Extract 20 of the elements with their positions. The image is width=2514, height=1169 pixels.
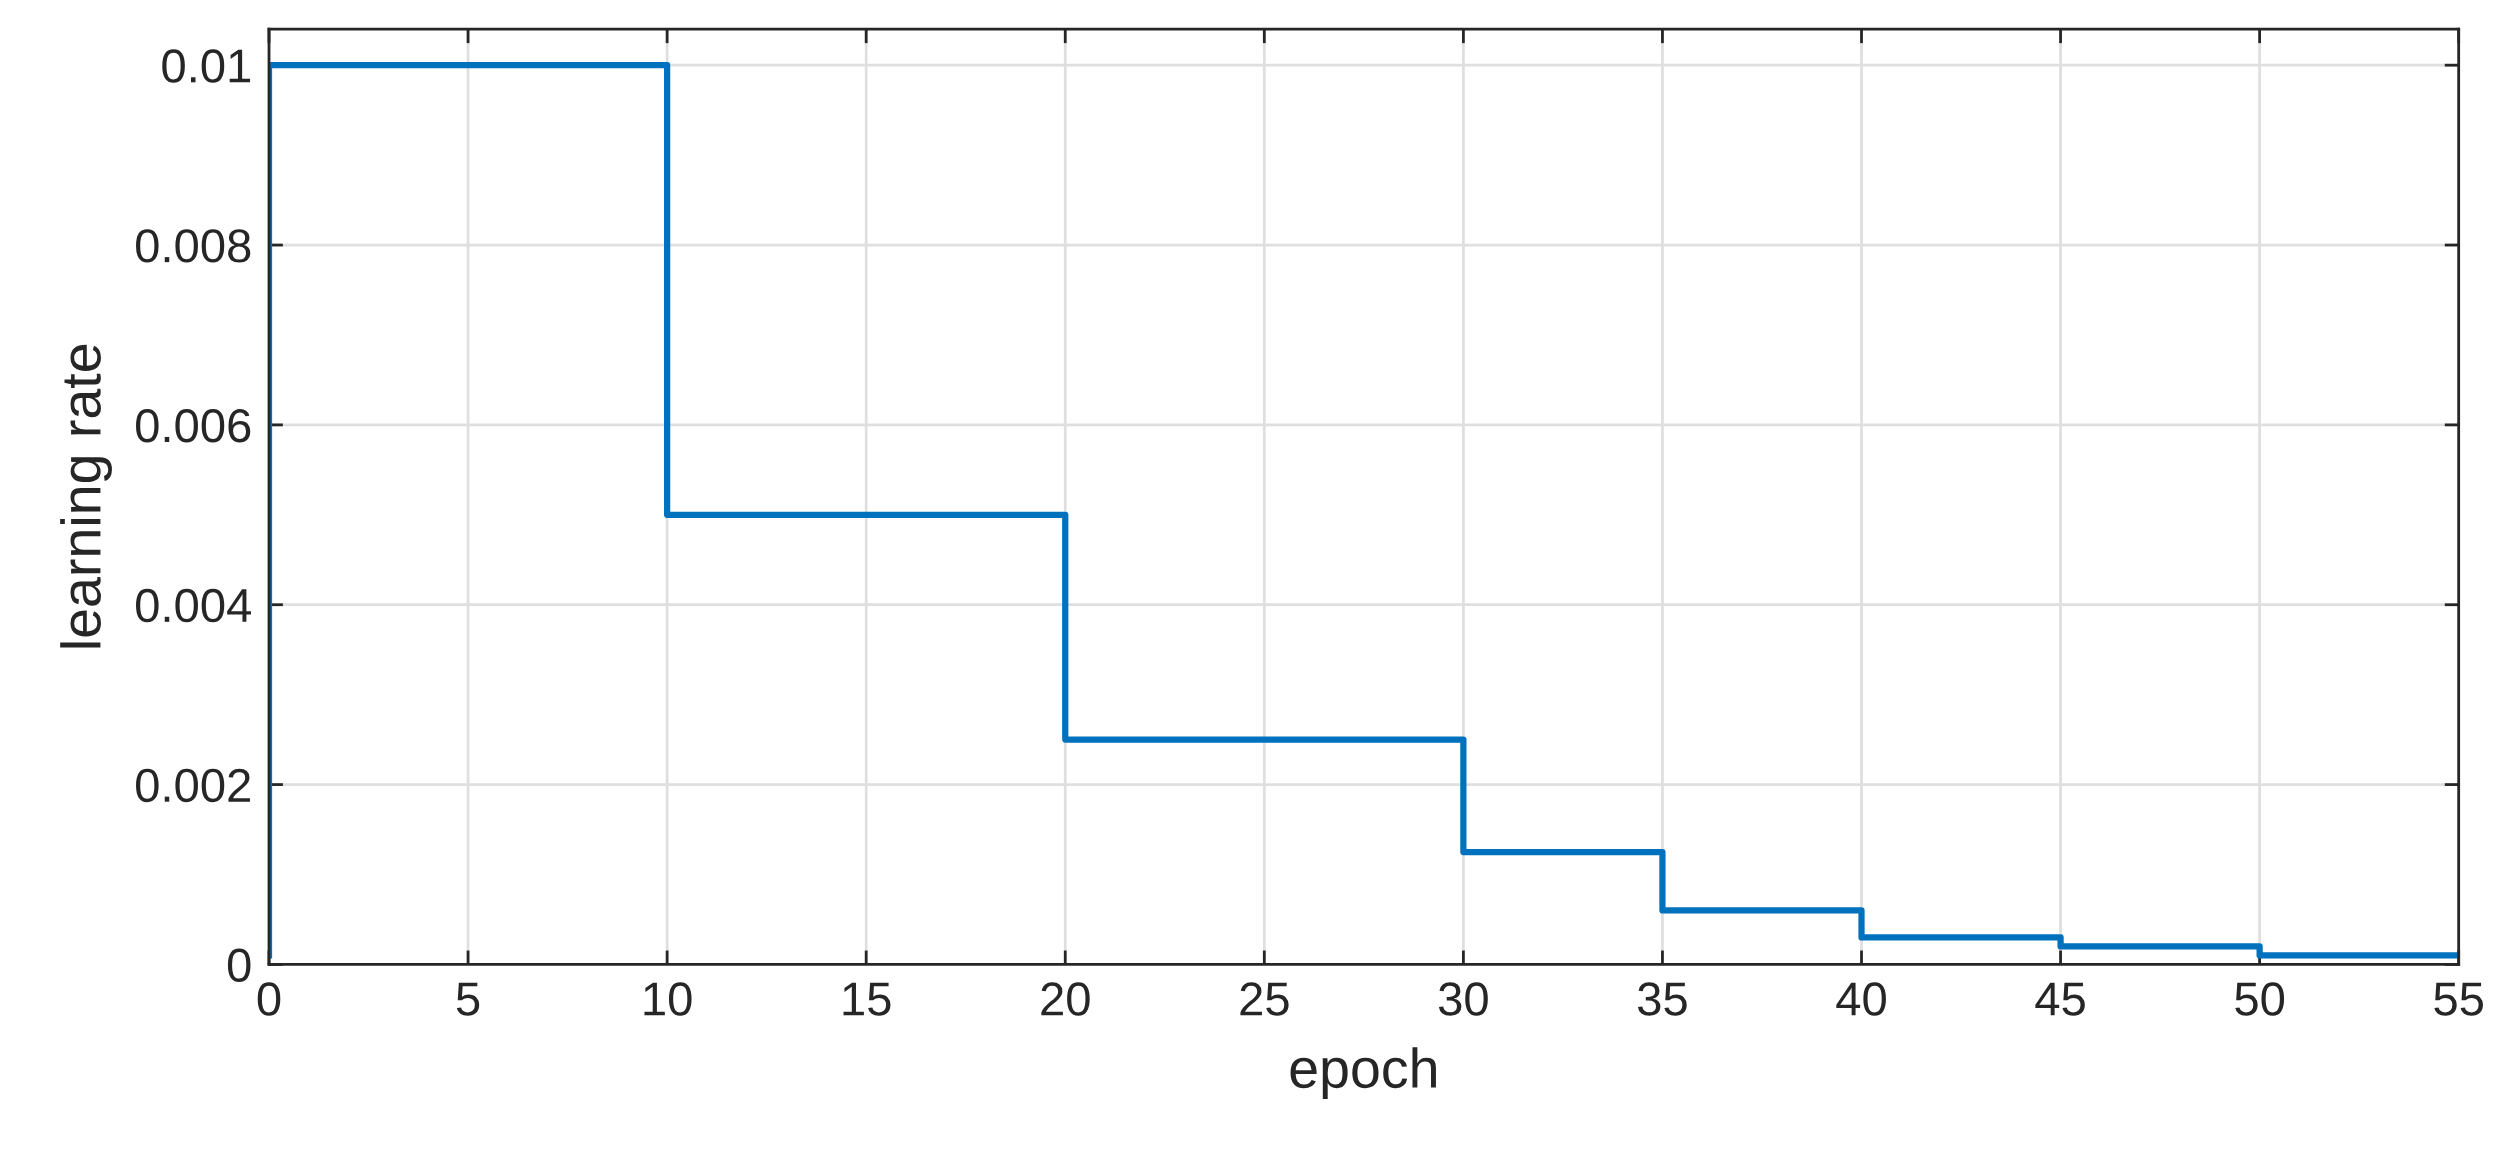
x-tick-label: 30 [1438, 982, 1488, 1016]
y-tick-label: 0.01 [162, 49, 251, 83]
x-tick-label: 5 [456, 982, 480, 1016]
x-tick-label: 35 [1637, 982, 1687, 1016]
x-axis-title: epoch [1290, 1047, 1436, 1100]
x-tick-label: 50 [2235, 982, 2285, 1016]
x-tick-label: 25 [1240, 982, 1289, 1016]
y-tick-label: 0.008 [136, 229, 251, 263]
x-tick-label: 45 [2035, 982, 2085, 1016]
y-tick-label: 0.004 [136, 588, 251, 623]
x-tick-label: 20 [1041, 982, 1090, 1016]
y-axis-title: learning rate [60, 344, 112, 648]
x-tick-label: 15 [843, 982, 891, 1016]
x-tick-label: 0 [257, 982, 281, 1016]
y-tick-label: 0.006 [136, 409, 251, 443]
x-tick-label: 10 [644, 982, 692, 1016]
x-tick-label: 40 [1836, 982, 1886, 1016]
x-tick-label: 55 [2434, 982, 2483, 1016]
y-tick-label: 0 [227, 948, 251, 982]
y-tick-label: 0.002 [136, 768, 250, 803]
